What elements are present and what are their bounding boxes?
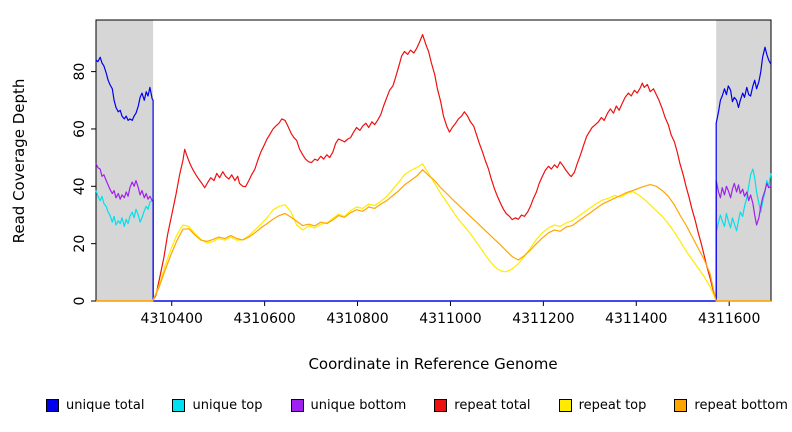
legend-item-unique-top: unique top xyxy=(172,398,263,413)
legend-item-repeat-top: repeat top xyxy=(558,398,647,413)
series-line-unique-bottom xyxy=(95,163,772,302)
legend-swatch-unique-total xyxy=(46,399,59,412)
series-line-repeat-top xyxy=(96,163,771,302)
legend-label: repeat total xyxy=(454,398,531,413)
masked-region xyxy=(716,20,771,301)
series-line-repeat-total xyxy=(96,33,771,302)
legend-label: repeat top xyxy=(578,398,647,413)
x-tick-label: 4311000 xyxy=(419,311,481,327)
y-tick-label: 40 xyxy=(72,177,88,195)
chart-layer: 4310400 4310600 4310800 4311000 4311200 43114… xyxy=(72,19,772,327)
y-tick-label: 80 xyxy=(72,63,88,81)
legend-label: repeat bottom xyxy=(694,398,788,413)
legend-label: unique top xyxy=(192,398,263,413)
legend-swatch-unique-bottom xyxy=(290,399,304,412)
series-line-unique-total xyxy=(95,46,772,302)
y-tick-label: 0 xyxy=(72,297,88,306)
y-tick-label: 20 xyxy=(72,235,88,253)
legend-item-repeat-bottom: repeat bottom xyxy=(674,398,788,413)
plot-box xyxy=(95,19,772,302)
legend-swatch-repeat-total xyxy=(434,399,448,412)
legend-item-repeat-total: repeat total xyxy=(434,398,531,413)
chart-legend: unique total unique top unique bottom repea… xyxy=(46,398,788,413)
x-tick-label: 4311600 xyxy=(698,311,760,327)
x-tick-label: 4310800 xyxy=(326,311,388,327)
x-tick-label: 4311200 xyxy=(512,311,574,327)
masked-region xyxy=(96,20,154,301)
x-tick-label: 4310600 xyxy=(233,311,295,327)
legend-label: unique bottom xyxy=(310,398,407,413)
y-tick-label: 60 xyxy=(72,120,88,138)
legend-item-unique-total: unique total xyxy=(46,398,144,413)
x-axis-title: Coordinate in Reference Genome xyxy=(308,355,557,373)
y-axis-title: Read Coverage Depth xyxy=(10,79,28,244)
legend-item-unique-bottom: unique bottom xyxy=(290,398,407,413)
series-line-repeat-bottom xyxy=(96,169,771,302)
legend-label: unique total xyxy=(66,398,145,413)
legend-swatch-repeat-top xyxy=(558,399,572,412)
legend-swatch-unique-top xyxy=(172,399,186,412)
legend-swatch-repeat-bottom xyxy=(674,399,688,412)
x-tick-label: 4311400 xyxy=(605,311,667,327)
x-tick-label: 4310400 xyxy=(141,311,203,327)
